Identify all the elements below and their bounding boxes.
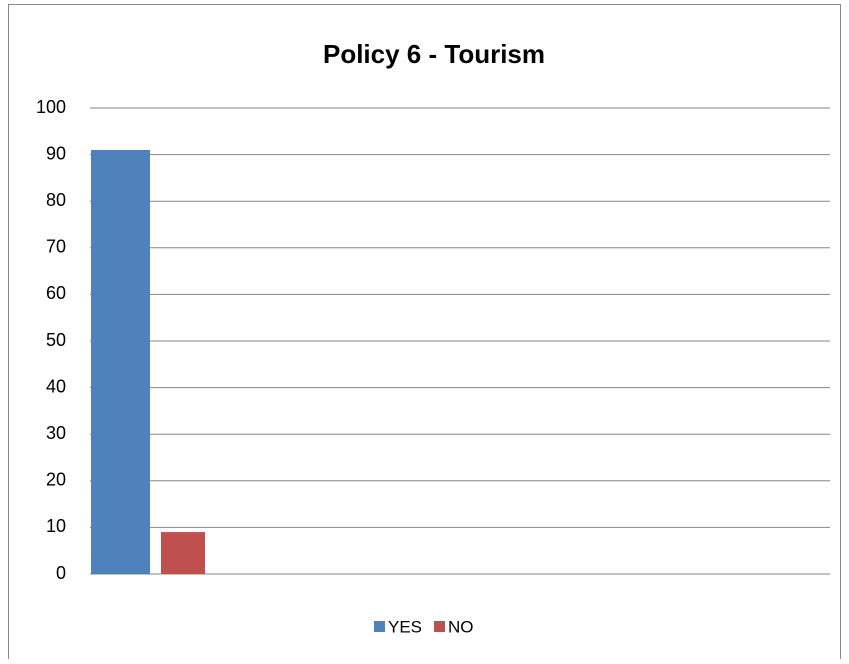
y-tick-label: 30 [46, 423, 66, 443]
y-tick-label: 0 [56, 563, 66, 583]
y-tick-label: 50 [46, 330, 66, 350]
y-tick-label: 60 [46, 283, 66, 303]
y-tick-label: 20 [46, 470, 66, 490]
y-tick-label: 90 [46, 143, 66, 163]
y-tick-label: 10 [46, 516, 66, 536]
y-tick-label: 40 [46, 376, 66, 396]
y-tick-label: 100 [36, 97, 66, 117]
legend-label: NO [448, 617, 474, 636]
legend-swatch [374, 621, 385, 632]
chart-title: Policy 6 - Tourism [323, 39, 545, 69]
bar [91, 149, 150, 574]
bar [161, 532, 205, 574]
legend-swatch [434, 621, 446, 632]
y-tick-label: 70 [46, 237, 66, 257]
y-tick-label: 80 [46, 190, 66, 210]
legend-label: YES [388, 617, 422, 636]
